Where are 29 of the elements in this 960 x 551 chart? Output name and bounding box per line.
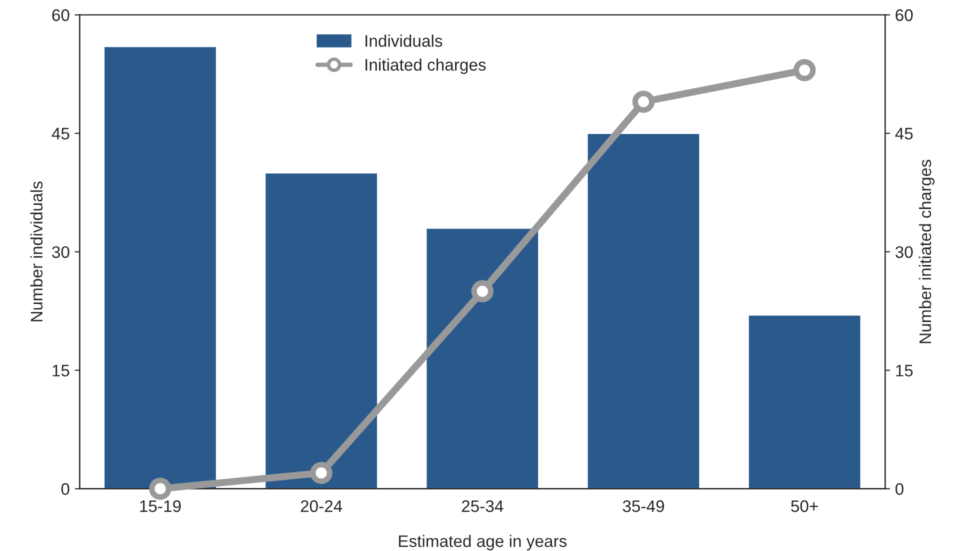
y-tick-label: 0 xyxy=(61,483,70,495)
y-tick-label: 15 xyxy=(52,364,70,376)
x-tick-label: 15-19 xyxy=(140,500,181,512)
x-tick-label: 25-34 xyxy=(462,500,504,512)
point xyxy=(310,462,332,484)
y2-axis-title: Number initiated charges xyxy=(918,160,934,344)
y2-tick-label: 45 xyxy=(895,128,913,140)
y-tick-label: 45 xyxy=(52,128,70,140)
legend-label: Initiated charges xyxy=(366,58,486,74)
x-axis-title: Estimated age in years xyxy=(399,534,567,550)
y2-tick-label: 60 xyxy=(896,9,913,22)
point xyxy=(793,59,816,82)
y-tick-label: 60 xyxy=(52,9,70,22)
bar xyxy=(748,314,862,489)
y2-tick-label: 30 xyxy=(895,246,913,258)
legend-label: Individuals xyxy=(366,34,442,47)
point xyxy=(149,478,172,500)
bar xyxy=(264,172,378,489)
x-tick-label: 50+ xyxy=(791,500,818,512)
x-tick-label: 20-24 xyxy=(300,500,342,512)
y-axis-title: Number individuals xyxy=(30,182,43,322)
point xyxy=(632,90,655,113)
point xyxy=(471,280,494,302)
bar xyxy=(425,227,540,489)
y-tick-label: 30 xyxy=(52,246,70,258)
x-tick-label: 35-49 xyxy=(622,500,664,512)
y2-tick-label: 0 xyxy=(895,483,904,495)
y2-tick-label: 15 xyxy=(896,364,913,376)
bar xyxy=(586,132,701,489)
